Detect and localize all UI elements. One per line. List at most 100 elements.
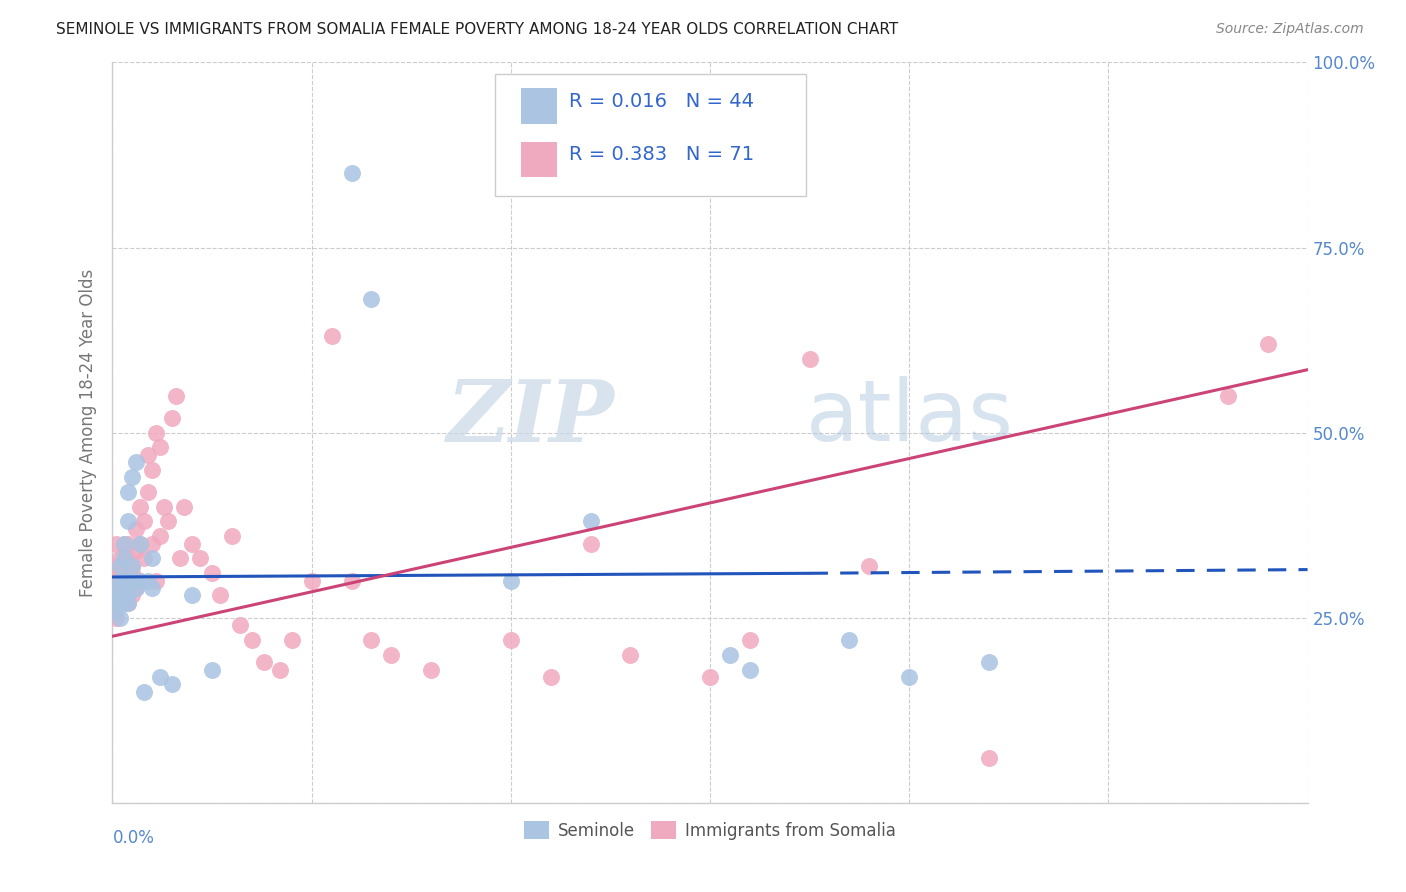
Point	[134, 551, 156, 566]
Point	[240, 632, 263, 647]
Point	[141, 462, 163, 476]
Point	[321, 329, 343, 343]
Point	[125, 544, 148, 558]
Point	[134, 515, 156, 529]
Point	[149, 441, 172, 455]
Point	[110, 574, 132, 588]
Point	[145, 574, 167, 588]
Text: R = 0.016   N = 44: R = 0.016 N = 44	[569, 92, 754, 112]
Point	[110, 558, 132, 573]
Point	[114, 589, 135, 603]
Point	[105, 589, 128, 603]
Point	[117, 551, 139, 566]
Point	[114, 574, 135, 588]
Text: R = 0.383   N = 71: R = 0.383 N = 71	[569, 145, 754, 164]
Point	[117, 515, 139, 529]
Text: ZIP: ZIP	[447, 376, 614, 459]
Point	[499, 632, 522, 647]
Point	[117, 574, 139, 588]
Point	[121, 470, 143, 484]
Point	[121, 574, 143, 588]
Point	[858, 558, 880, 573]
Point	[114, 596, 135, 610]
Point	[114, 589, 135, 603]
Point	[169, 551, 191, 566]
Point	[114, 574, 135, 588]
Point	[340, 574, 363, 588]
FancyBboxPatch shape	[522, 142, 557, 178]
Point	[145, 425, 167, 440]
Point	[105, 536, 128, 550]
Point	[141, 581, 163, 595]
Point	[360, 632, 382, 647]
Point	[110, 596, 132, 610]
Point	[110, 574, 132, 588]
Point	[121, 558, 143, 573]
Point	[117, 484, 139, 499]
Point	[105, 581, 128, 595]
Point	[380, 648, 402, 662]
Point	[129, 574, 152, 588]
Point	[149, 529, 172, 543]
Point	[738, 632, 761, 647]
Point	[134, 685, 156, 699]
Point	[110, 566, 132, 581]
Point	[129, 574, 152, 588]
Point	[340, 166, 363, 180]
Point	[121, 558, 143, 573]
Point	[105, 596, 128, 610]
Point	[157, 515, 180, 529]
Point	[105, 589, 128, 603]
Point	[110, 589, 132, 603]
Point	[117, 536, 139, 550]
Point	[125, 581, 148, 595]
Point	[110, 610, 132, 624]
Text: Source: ZipAtlas.com: Source: ZipAtlas.com	[1216, 22, 1364, 37]
Point	[253, 655, 276, 669]
Point	[114, 581, 135, 595]
Point	[125, 455, 148, 469]
Legend: Seminole, Immigrants from Somalia: Seminole, Immigrants from Somalia	[517, 814, 903, 847]
Point	[499, 574, 522, 588]
Point	[117, 589, 139, 603]
Point	[579, 515, 602, 529]
Point	[105, 574, 128, 588]
Point	[173, 500, 195, 514]
Point	[201, 566, 224, 581]
Point	[165, 388, 187, 402]
Point	[117, 596, 139, 610]
Point	[117, 596, 139, 610]
Text: SEMINOLE VS IMMIGRANTS FROM SOMALIA FEMALE POVERTY AMONG 18-24 YEAR OLDS CORRELA: SEMINOLE VS IMMIGRANTS FROM SOMALIA FEMA…	[56, 22, 898, 37]
Point	[162, 410, 183, 425]
Point	[420, 663, 443, 677]
Point	[977, 655, 1000, 669]
Point	[110, 596, 132, 610]
Point	[269, 663, 291, 677]
Point	[121, 566, 143, 581]
Point	[301, 574, 323, 588]
Point	[105, 610, 128, 624]
Point	[181, 589, 204, 603]
Point	[125, 522, 148, 536]
Point	[105, 596, 128, 610]
Point	[977, 751, 1000, 765]
Point	[114, 536, 135, 550]
Point	[105, 603, 128, 617]
Point	[105, 558, 128, 573]
Point	[117, 574, 139, 588]
Point	[149, 670, 172, 684]
Point	[129, 500, 152, 514]
Point	[201, 663, 224, 677]
Y-axis label: Female Poverty Among 18-24 Year Olds: Female Poverty Among 18-24 Year Olds	[79, 268, 97, 597]
Point	[138, 484, 160, 499]
Point	[898, 670, 921, 684]
FancyBboxPatch shape	[495, 73, 806, 195]
Point	[209, 589, 232, 603]
Point	[799, 351, 821, 366]
Point	[153, 500, 176, 514]
Point	[229, 618, 252, 632]
Point	[141, 551, 163, 566]
Point	[221, 529, 243, 543]
Point	[114, 536, 135, 550]
Point	[1257, 336, 1279, 351]
